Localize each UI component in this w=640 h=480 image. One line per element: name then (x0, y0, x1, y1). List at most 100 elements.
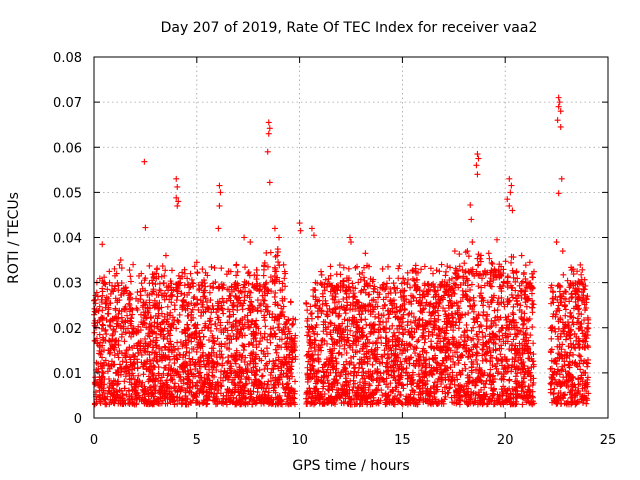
data-point (154, 320, 161, 327)
data-point (415, 337, 422, 344)
data-point (149, 280, 156, 287)
data-point (421, 357, 428, 364)
data-point (273, 349, 280, 356)
data-point (456, 251, 463, 258)
data-point (155, 364, 162, 371)
data-points (91, 94, 592, 408)
data-point (102, 327, 109, 334)
data-point (134, 306, 141, 313)
data-point (442, 268, 449, 275)
data-point (554, 117, 561, 124)
data-point (168, 376, 175, 383)
data-point (493, 236, 500, 243)
data-point (261, 366, 268, 373)
data-point (418, 367, 425, 374)
data-point (333, 271, 340, 278)
data-point (191, 335, 198, 342)
data-point (304, 315, 311, 322)
data-point (261, 263, 268, 270)
data-point (206, 366, 213, 373)
data-point (283, 360, 290, 367)
data-point (528, 283, 535, 290)
data-point (504, 284, 511, 291)
data-point (260, 272, 267, 279)
data-point (156, 287, 163, 294)
data-point (130, 261, 137, 268)
data-point (195, 306, 202, 313)
data-point (265, 130, 272, 137)
data-point (135, 372, 142, 379)
data-point (395, 388, 402, 395)
data-point (394, 380, 401, 387)
data-point (224, 319, 231, 326)
data-point (264, 336, 271, 343)
data-point (199, 266, 206, 273)
data-point (525, 383, 532, 390)
data-point (444, 263, 451, 270)
data-point (427, 265, 434, 272)
data-point (509, 309, 516, 316)
data-point (174, 356, 181, 363)
data-point (451, 248, 458, 255)
data-point (279, 380, 286, 387)
data-point (347, 327, 354, 334)
data-point (424, 281, 431, 288)
data-point (331, 296, 338, 303)
data-point (281, 275, 288, 282)
data-point (310, 232, 317, 239)
data-point (357, 276, 364, 283)
data-point (548, 335, 555, 342)
data-point (475, 336, 482, 343)
data-point (474, 171, 481, 178)
data-point (489, 362, 496, 369)
data-point (247, 360, 254, 367)
data-point (173, 175, 180, 182)
data-point (365, 386, 372, 393)
data-point (351, 293, 358, 300)
data-point (107, 323, 114, 330)
data-point (489, 393, 496, 400)
data-point (128, 333, 135, 340)
data-point (220, 310, 227, 317)
data-point (457, 371, 464, 378)
data-point (307, 303, 314, 310)
data-point (411, 329, 418, 336)
data-point (462, 392, 469, 399)
data-point (433, 267, 440, 274)
data-point (262, 323, 269, 330)
data-point (194, 270, 201, 277)
data-point (292, 378, 299, 385)
data-point (234, 307, 241, 314)
data-point (130, 351, 137, 358)
data-point (463, 322, 470, 329)
data-point (584, 363, 591, 370)
data-point (328, 335, 335, 342)
data-point (390, 280, 397, 287)
data-point (128, 278, 135, 285)
data-point (383, 335, 390, 342)
data-point (462, 365, 469, 372)
data-point (574, 315, 581, 322)
data-point (264, 148, 271, 155)
data-point (201, 280, 208, 287)
data-point (379, 265, 386, 272)
data-point (436, 268, 443, 275)
data-point (216, 202, 223, 209)
data-point (245, 269, 252, 276)
data-point (183, 348, 190, 355)
data-point (525, 317, 532, 324)
data-point (356, 311, 363, 318)
data-point (488, 259, 495, 266)
data-point (578, 357, 585, 364)
data-point (503, 316, 510, 323)
data-point (248, 321, 255, 328)
data-point (391, 358, 398, 365)
data-point (519, 401, 526, 408)
data-point (134, 289, 141, 296)
data-point (557, 123, 564, 130)
data-point (153, 291, 160, 298)
data-point (261, 317, 268, 324)
data-point (266, 125, 273, 132)
data-point (349, 280, 356, 287)
